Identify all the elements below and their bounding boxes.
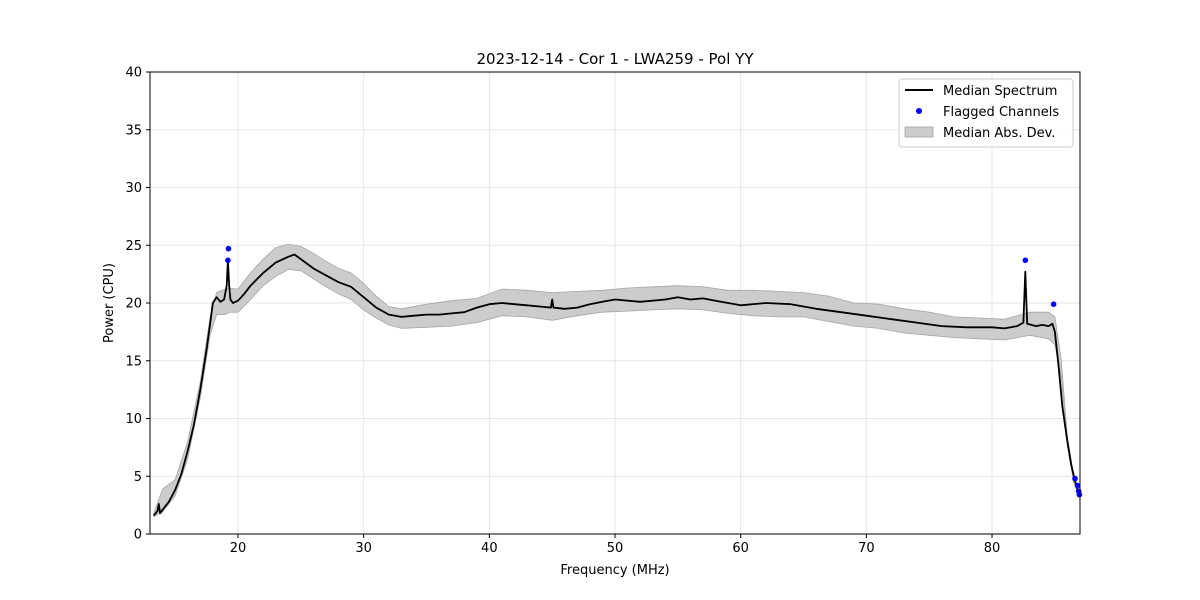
median-spectrum-line <box>153 253 1080 517</box>
x-tick-label: 60 <box>732 541 749 556</box>
y-tick-label: 25 <box>125 239 142 254</box>
y-tick-label: 40 <box>125 66 142 81</box>
x-tick-label: 50 <box>607 541 624 556</box>
flagged-channel-point <box>1076 491 1083 498</box>
legend-label-mad: Median Abs. Dev. <box>943 126 1055 141</box>
x-axis-label: Frequency (MHz) <box>560 563 669 578</box>
y-axis-ticks: 0 5 10 15 20 25 30 35 40 <box>125 66 150 543</box>
x-axis-ticks: 20 30 40 50 60 70 80 <box>230 534 1001 556</box>
y-tick-label: 5 <box>134 470 142 485</box>
legend-box <box>898 78 1074 148</box>
flagged-channel-point <box>1074 482 1081 489</box>
x-tick-label: 20 <box>230 541 247 556</box>
legend-label-median-spectrum: Median Spectrum <box>943 84 1057 99</box>
legend-label-flagged-channels: Flagged Channels <box>943 105 1059 120</box>
median-spectrum <box>153 253 1080 517</box>
x-tick-label: 40 <box>481 541 498 556</box>
x-tick-label: 70 <box>858 541 875 556</box>
flagged-channel-point <box>225 257 231 264</box>
y-tick-label: 35 <box>125 123 142 138</box>
legend-dot-swatch <box>916 108 922 114</box>
y-tick-label: 15 <box>125 354 142 369</box>
y-tick-label: 0 <box>134 528 142 543</box>
y-tick-label: 10 <box>125 412 142 427</box>
y-tick-label: 30 <box>125 181 142 196</box>
legend: Median Spectrum Flagged Channels Median … <box>898 78 1074 148</box>
x-tick-label: 80 <box>984 541 1001 556</box>
chart-title: 2023-12-14 - Cor 1 - LWA259 - Pol YY <box>477 50 755 68</box>
legend-band-swatch <box>904 126 934 138</box>
flagged-channel-point <box>1050 301 1057 308</box>
flagged-channel-point <box>1072 475 1078 482</box>
flagged-channel-point <box>225 245 232 252</box>
flagged-channels <box>225 245 1083 498</box>
y-tick-label: 20 <box>125 297 142 312</box>
x-tick-label: 30 <box>355 541 372 556</box>
flagged-channel-point <box>1022 257 1029 264</box>
y-axis-label: Power (CPU) <box>102 263 117 343</box>
